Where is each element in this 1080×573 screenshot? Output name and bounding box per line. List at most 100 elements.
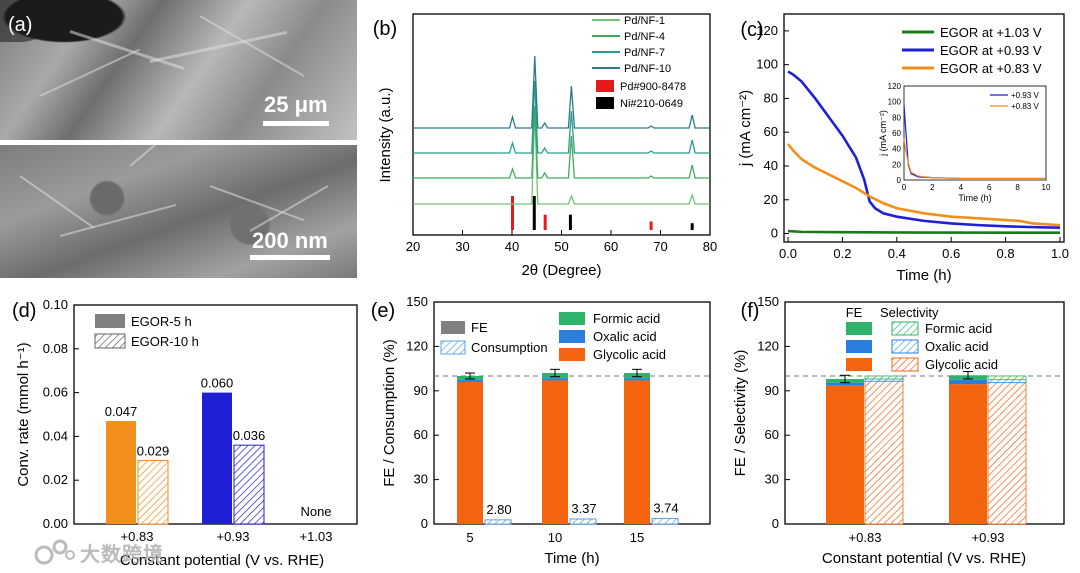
inset-x-tick-label: 8 <box>1015 183 1020 192</box>
fe-time-x-tick-label: 15 <box>630 530 644 545</box>
inset-x-tick-label: 6 <box>987 183 992 192</box>
inset-legend-label: +0.83 V <box>1011 102 1039 111</box>
xrd-legend-label: Pd#900-8478 <box>620 81 686 93</box>
conv-bar-value-label: 0.029 <box>137 443 170 458</box>
fe-pot-fe-segment <box>826 382 864 386</box>
panel-letter-d: (d) <box>12 300 36 322</box>
xrd-x-tick-label: 20 <box>406 239 420 254</box>
jt-x-tick-label: 0.4 <box>888 246 906 261</box>
fe-time-y-tick-label: 120 <box>406 338 428 353</box>
fe-time-legend-swatch <box>440 340 466 355</box>
jt-y-tick-label: 0 <box>771 226 778 241</box>
fe-time-fe-segment <box>624 380 650 524</box>
jt-x-tick-label: 0.6 <box>942 246 960 261</box>
watermark-logo-icon <box>34 539 75 565</box>
fe-pot-selectivity-segment <box>864 380 904 525</box>
conv-y-tick-label: 0.00 <box>43 516 68 531</box>
xrd-x-tick-label: 50 <box>554 239 568 254</box>
fe-pot-y-tick-label: 0 <box>772 516 779 531</box>
conv-y-tick-label: 0.10 <box>43 297 68 312</box>
jt-x-axis-label: Time (h) <box>896 267 951 284</box>
fe-time-fe-segment <box>542 380 568 524</box>
panel-letter-a: (a) <box>8 14 33 36</box>
jt-y-tick-label: 80 <box>764 90 778 105</box>
fe-time-legend-swatch <box>441 321 465 334</box>
xrd-legend-swatch <box>596 97 614 109</box>
xrd-y-axis-label: Intensity (a.u.) <box>377 87 394 182</box>
jt-series-line <box>786 143 1061 227</box>
consumption-bar <box>484 519 512 525</box>
inset-x-axis-label: Time (h) <box>958 193 991 203</box>
jt-legend-label: EGOR at +0.83 V <box>940 61 1042 76</box>
conv-x-tick-label: +0.93 <box>217 529 250 544</box>
jt-y-tick-label: 120 <box>756 23 778 38</box>
xrd-pattern-line <box>413 80 710 154</box>
conv-y-tick-label: 0.08 <box>43 341 68 356</box>
conv-legend-swatch <box>94 333 126 349</box>
fe-pot-legend-swatch <box>846 340 872 353</box>
jt-series-line <box>787 70 1061 229</box>
fe-pot-x-tick-label: +0.93 <box>972 530 1005 545</box>
reference-line-ni <box>532 196 536 230</box>
fe-time-y-tick-label: 60 <box>414 427 428 442</box>
fe-time-y-tick-label: 30 <box>414 472 428 487</box>
panel-letter-b: (b) <box>373 18 397 40</box>
xrd-legend-label: Pd/NF-1 <box>624 15 665 27</box>
fe-time-y-tick-label: 150 <box>406 294 428 309</box>
inset-y-tick-label: 20 <box>892 160 901 169</box>
fe-pot-fe-segment <box>949 384 987 524</box>
conv-x-tick-label: +0.83 <box>121 529 154 544</box>
xrd-x-tick-label: 40 <box>505 239 519 254</box>
conv-bar-value-label: 0.047 <box>105 404 138 419</box>
fe-pot-y-tick-label: 150 <box>757 294 779 309</box>
inset-y-tick-label: 40 <box>892 145 901 154</box>
consumption-value-label: 3.37 <box>571 501 596 516</box>
scale-bar-bottom <box>250 255 330 260</box>
conv-y-tick-label: 0.02 <box>43 472 68 487</box>
jt-y-tick-label: 60 <box>764 124 778 139</box>
conv-legend-label: EGOR-10 h <box>131 334 199 349</box>
xrd-plot-frame <box>412 13 711 236</box>
fe-pot-y-tick-label: 60 <box>765 427 779 442</box>
reference-line-ni <box>690 223 694 230</box>
fe-pot-selectivity-segment <box>864 375 904 380</box>
inset-y-tick-label: 120 <box>888 82 902 91</box>
fe-pot-legend-header: FE <box>846 305 863 320</box>
xrd-pattern-line <box>413 108 710 205</box>
xrd-x-tick-label: 60 <box>604 239 618 254</box>
fe-time-legend-swatch <box>559 330 585 343</box>
xrd-x-tick-label: 80 <box>703 239 717 254</box>
panel-letter-c: (c) <box>740 19 763 41</box>
fe-time-legend-label: Glycolic acid <box>593 347 666 362</box>
xrd-x-tick-label: 30 <box>455 239 469 254</box>
fe-time-y-tick-label: 0 <box>421 516 428 531</box>
inset-frame <box>903 85 1047 181</box>
inset-y-tick-label: 60 <box>892 129 901 138</box>
conv-bar <box>137 459 169 525</box>
jt-y-tick-label: 40 <box>764 158 778 173</box>
conv-legend-label: EGOR-5 h <box>131 314 192 329</box>
jt-legend-label: EGOR at +1.03 V <box>940 25 1042 40</box>
fe-pot-y-tick-label: 30 <box>765 472 779 487</box>
conv-bar-value-label: 0.036 <box>233 428 266 443</box>
conv-y-tick-label: 0.04 <box>43 428 68 443</box>
conv-x-axis-label: Constant potential (V vs. RHE) <box>120 552 324 569</box>
conv-bar <box>233 444 265 525</box>
inset-legend-label: +0.93 V <box>1011 91 1039 100</box>
xrd-pattern-line <box>413 55 710 129</box>
xrd-x-tick-label: 70 <box>653 239 667 254</box>
conv-bar <box>106 421 136 524</box>
jt-y-tick-label: 100 <box>756 57 778 72</box>
reference-line-ni <box>568 214 572 230</box>
inset-y-axis-label: j (mA cm⁻²) <box>878 110 888 157</box>
conv-x-tick-label: +1.03 <box>300 529 333 544</box>
consumption-bar <box>569 518 597 525</box>
conv-none-annotation: None <box>300 504 331 519</box>
conv-bar <box>202 392 232 524</box>
inset-x-tick-label: 2 <box>930 183 935 192</box>
fe-pot-y-axis-label: FE / Selectivity (%) <box>732 350 749 477</box>
fe-pot-y-tick-label: 120 <box>757 338 779 353</box>
fe-pot-plot-frame <box>784 301 1065 525</box>
fe-time-y-axis-label: FE / Consumption (%) <box>381 339 398 487</box>
